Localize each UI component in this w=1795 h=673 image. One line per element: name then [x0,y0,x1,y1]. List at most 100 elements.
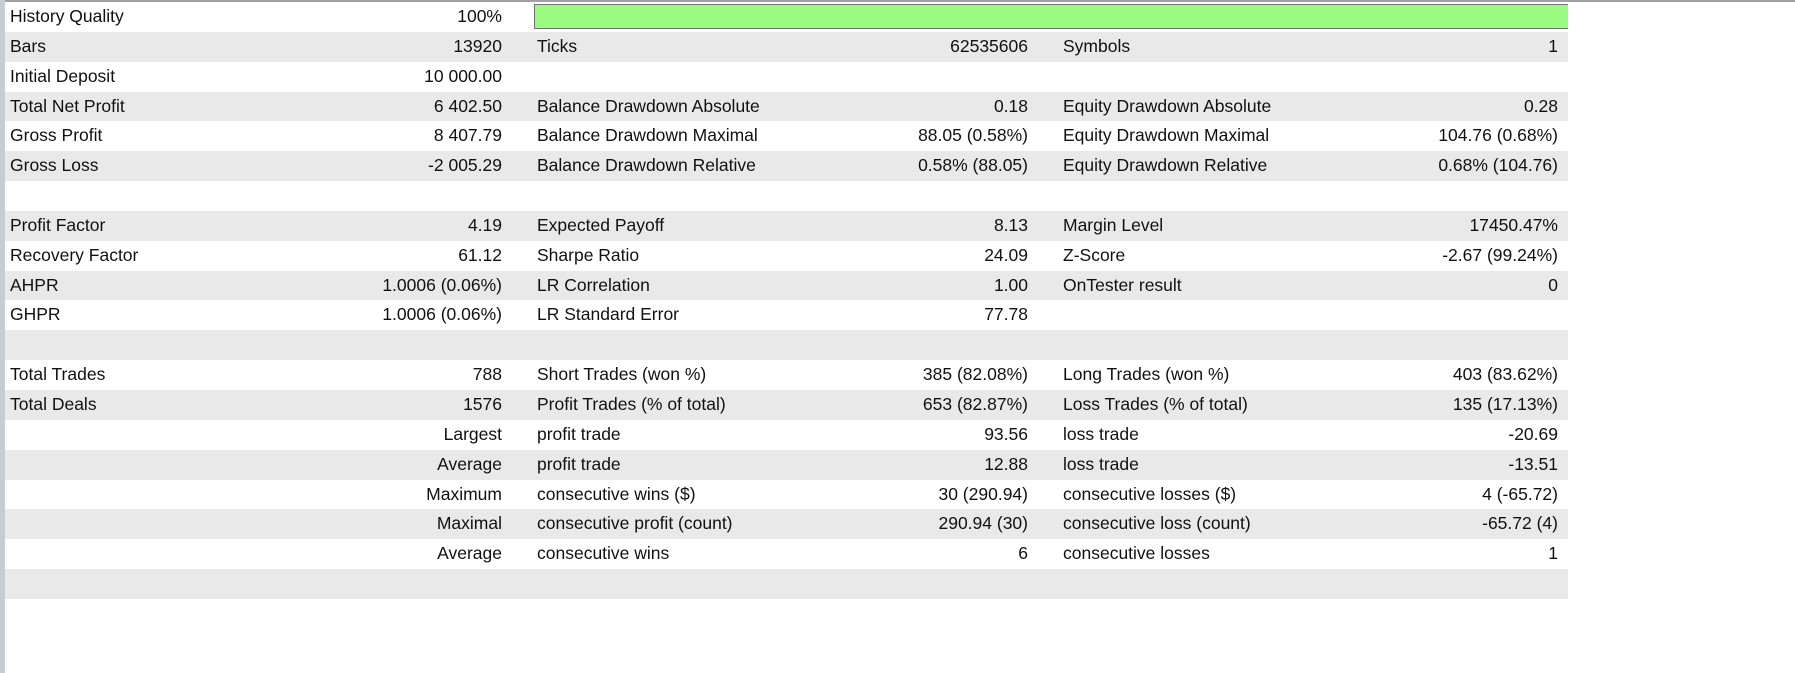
cell-value-1: 13920 [453,35,502,56]
cell-value-1: Maximal [436,513,502,534]
table-row: Gross Loss -2 005.29 Balance Drawdown Rela… [5,151,1568,182]
table-row: Total Net Profit 6 402.50 Balance Drawdown… [5,91,1568,122]
table-row: Total Deals 1576 Profit Trades (% of total… [5,389,1568,420]
cell-label-3: Z-Score [1063,244,1126,265]
cell-label-3: consecutive losses [1063,543,1210,564]
cell-value-2: 6 [1018,543,1028,564]
cell-label-1: Profit Factor [10,214,106,235]
cell-label-1: Recovery Factor [10,244,139,265]
table-row: AHPR 1.0006 (0.06%) LR Correlation 1.00 OnTe… [5,270,1568,301]
cell-value-3: -2.67 (99.24%) [1442,244,1558,265]
table-row: Bars 13920 Ticks 62535606 Symbols 1 [5,31,1568,62]
cell-label-3: consecutive loss (count) [1063,513,1251,534]
cell-label-3: Equity Drawdown Maximal [1063,125,1270,146]
cell-value-3: -20.69 [1508,423,1558,444]
cell-value-3: 17450.47% [1469,214,1558,235]
cell-label-2: Balance Drawdown Absolute [537,95,760,116]
cell-label-2: Short Trades (won %) [537,364,707,385]
cell-value-2: 1.00 [993,274,1028,295]
table-row: Initial Deposit 10 000.00 [5,61,1568,92]
cell-label-1: Total Deals [10,393,97,414]
cell-value-1: 788 [472,364,502,385]
table-row: Average consecutive wins 6 consecutive loss… [5,539,1568,570]
top-border [0,0,1795,2]
table-row: Gross Profit 8 407.79 Balance Drawdown Max… [5,121,1568,152]
cell-label-2: Profit Trades (% of total) [537,393,726,414]
cell-value-2: 88.05 (0.58%) [918,125,1028,146]
cell-value-2: 93.56 [984,423,1028,444]
table-row: Total Trades 788 Short Trades (won %) 385 (… [5,360,1568,390]
cell-value-1: 1.0006 (0.06%) [382,274,502,295]
cell-value-1: 1.0006 (0.06%) [382,304,502,325]
cell-value-1: 4.19 [467,214,502,235]
cell-value-3: 0.68% (104.76) [1438,155,1558,176]
cell-label-3: Symbols [1063,35,1131,56]
cell-value-1: Average [437,543,502,564]
cell-value-3: 0 [1548,274,1558,295]
table-row [5,569,1568,599]
cell-label-2: consecutive wins ($) [537,483,696,504]
cell-label-3: Long Trades (won %) [1063,364,1230,385]
table-row: Recovery Factor 61.12 Sharpe Ratio 24.09 Z-S… [5,240,1568,271]
cell-label-2: consecutive wins [537,543,670,564]
table-row: Maximum consecutive wins ($) 30 (290.94) co… [5,479,1568,510]
cell-label-1: AHPR [10,274,59,295]
cell-value-1: 6 402.50 [433,95,502,116]
cell-label-1: Total Trades [10,364,106,385]
cell-value-3: -65.72 (4) [1482,513,1558,534]
cell-value-2: 24.09 [984,244,1028,265]
table-row: Average profit trade 12.88 loss trade -13.51 [5,449,1568,480]
cell-value-2: 62535606 [950,35,1028,56]
backtest-report-table: History Quality 100% Bars 13920 Ticks 62535… [5,2,1792,599]
cell-label-2: LR Standard Error [537,304,680,325]
cell-label-2: Ticks [537,35,578,56]
cell-label-1: Gross Loss [10,155,99,176]
cell-label-2: Sharpe Ratio [537,244,640,265]
history-quality-row: History Quality 100% [5,2,1792,32]
cell-value-2: 77.78 [984,304,1028,325]
cell-value-3: 1 [1548,543,1558,564]
cell-label-3: Equity Drawdown Absolute [1063,95,1272,116]
cell-value-1: 61.12 [458,244,502,265]
cell-label-1: Bars [10,35,46,56]
table-row: Largest profit trade 93.56 loss trade -20.69 [5,419,1568,450]
cell-value-1: -2 005.29 [428,155,502,176]
cell-value-2: 653 (82.87%) [922,393,1028,414]
cell-label-2: profit trade [537,453,621,474]
cell-label-2: Balance Drawdown Maximal [537,125,758,146]
cell-value-1: Average [437,453,502,474]
cell-label-2: consecutive profit (count) [537,513,733,534]
cell-value-3: 1 [1548,35,1558,56]
cell-value-2: 385 (82.08%) [922,364,1028,385]
cell-value-2: 12.88 [984,453,1028,474]
cell-value-2: 30 (290.94) [938,483,1028,504]
cell-value-1: 10 000.00 [424,65,502,86]
cell-label-2: profit trade [537,423,621,444]
cell-label-1: Gross Profit [10,125,103,146]
history-quality-value: 100% [457,6,502,26]
cell-value-3: 135 (17.13%) [1452,393,1558,414]
cell-label-3: Loss Trades (% of total) [1063,393,1248,414]
cell-value-2: 0.58% (88.05) [918,155,1028,176]
cell-value-3: 104.76 (0.68%) [1438,125,1558,146]
cell-label-3: loss trade [1063,423,1139,444]
cell-value-3: 0.28 [1523,95,1558,116]
cell-value-2: 0.18 [993,95,1028,116]
cell-label-3: consecutive losses ($) [1063,483,1237,504]
cell-label-3: loss trade [1063,453,1139,474]
right-margin [1568,2,1795,673]
cell-label-3: Equity Drawdown Relative [1063,155,1268,176]
cell-label-2: Balance Drawdown Relative [537,155,756,176]
table-row [5,330,1568,361]
cell-label-3: Margin Level [1063,214,1164,235]
cell-label-2: Expected Payoff [537,214,665,235]
cell-value-1: 8 407.79 [433,125,502,146]
table-row: Profit Factor 4.19 Expected Payoff 8.13 Marg… [5,210,1568,241]
cell-value-1: Maximum [426,483,502,504]
history-quality-label: History Quality [10,6,124,26]
cell-label-1: Initial Deposit [10,65,116,86]
cell-value-3: 4 (-65.72) [1482,483,1558,504]
cell-value-3: 403 (83.62%) [1452,364,1558,385]
cell-value-1: 1576 [463,393,502,414]
cell-value-2: 290.94 (30) [938,513,1028,534]
